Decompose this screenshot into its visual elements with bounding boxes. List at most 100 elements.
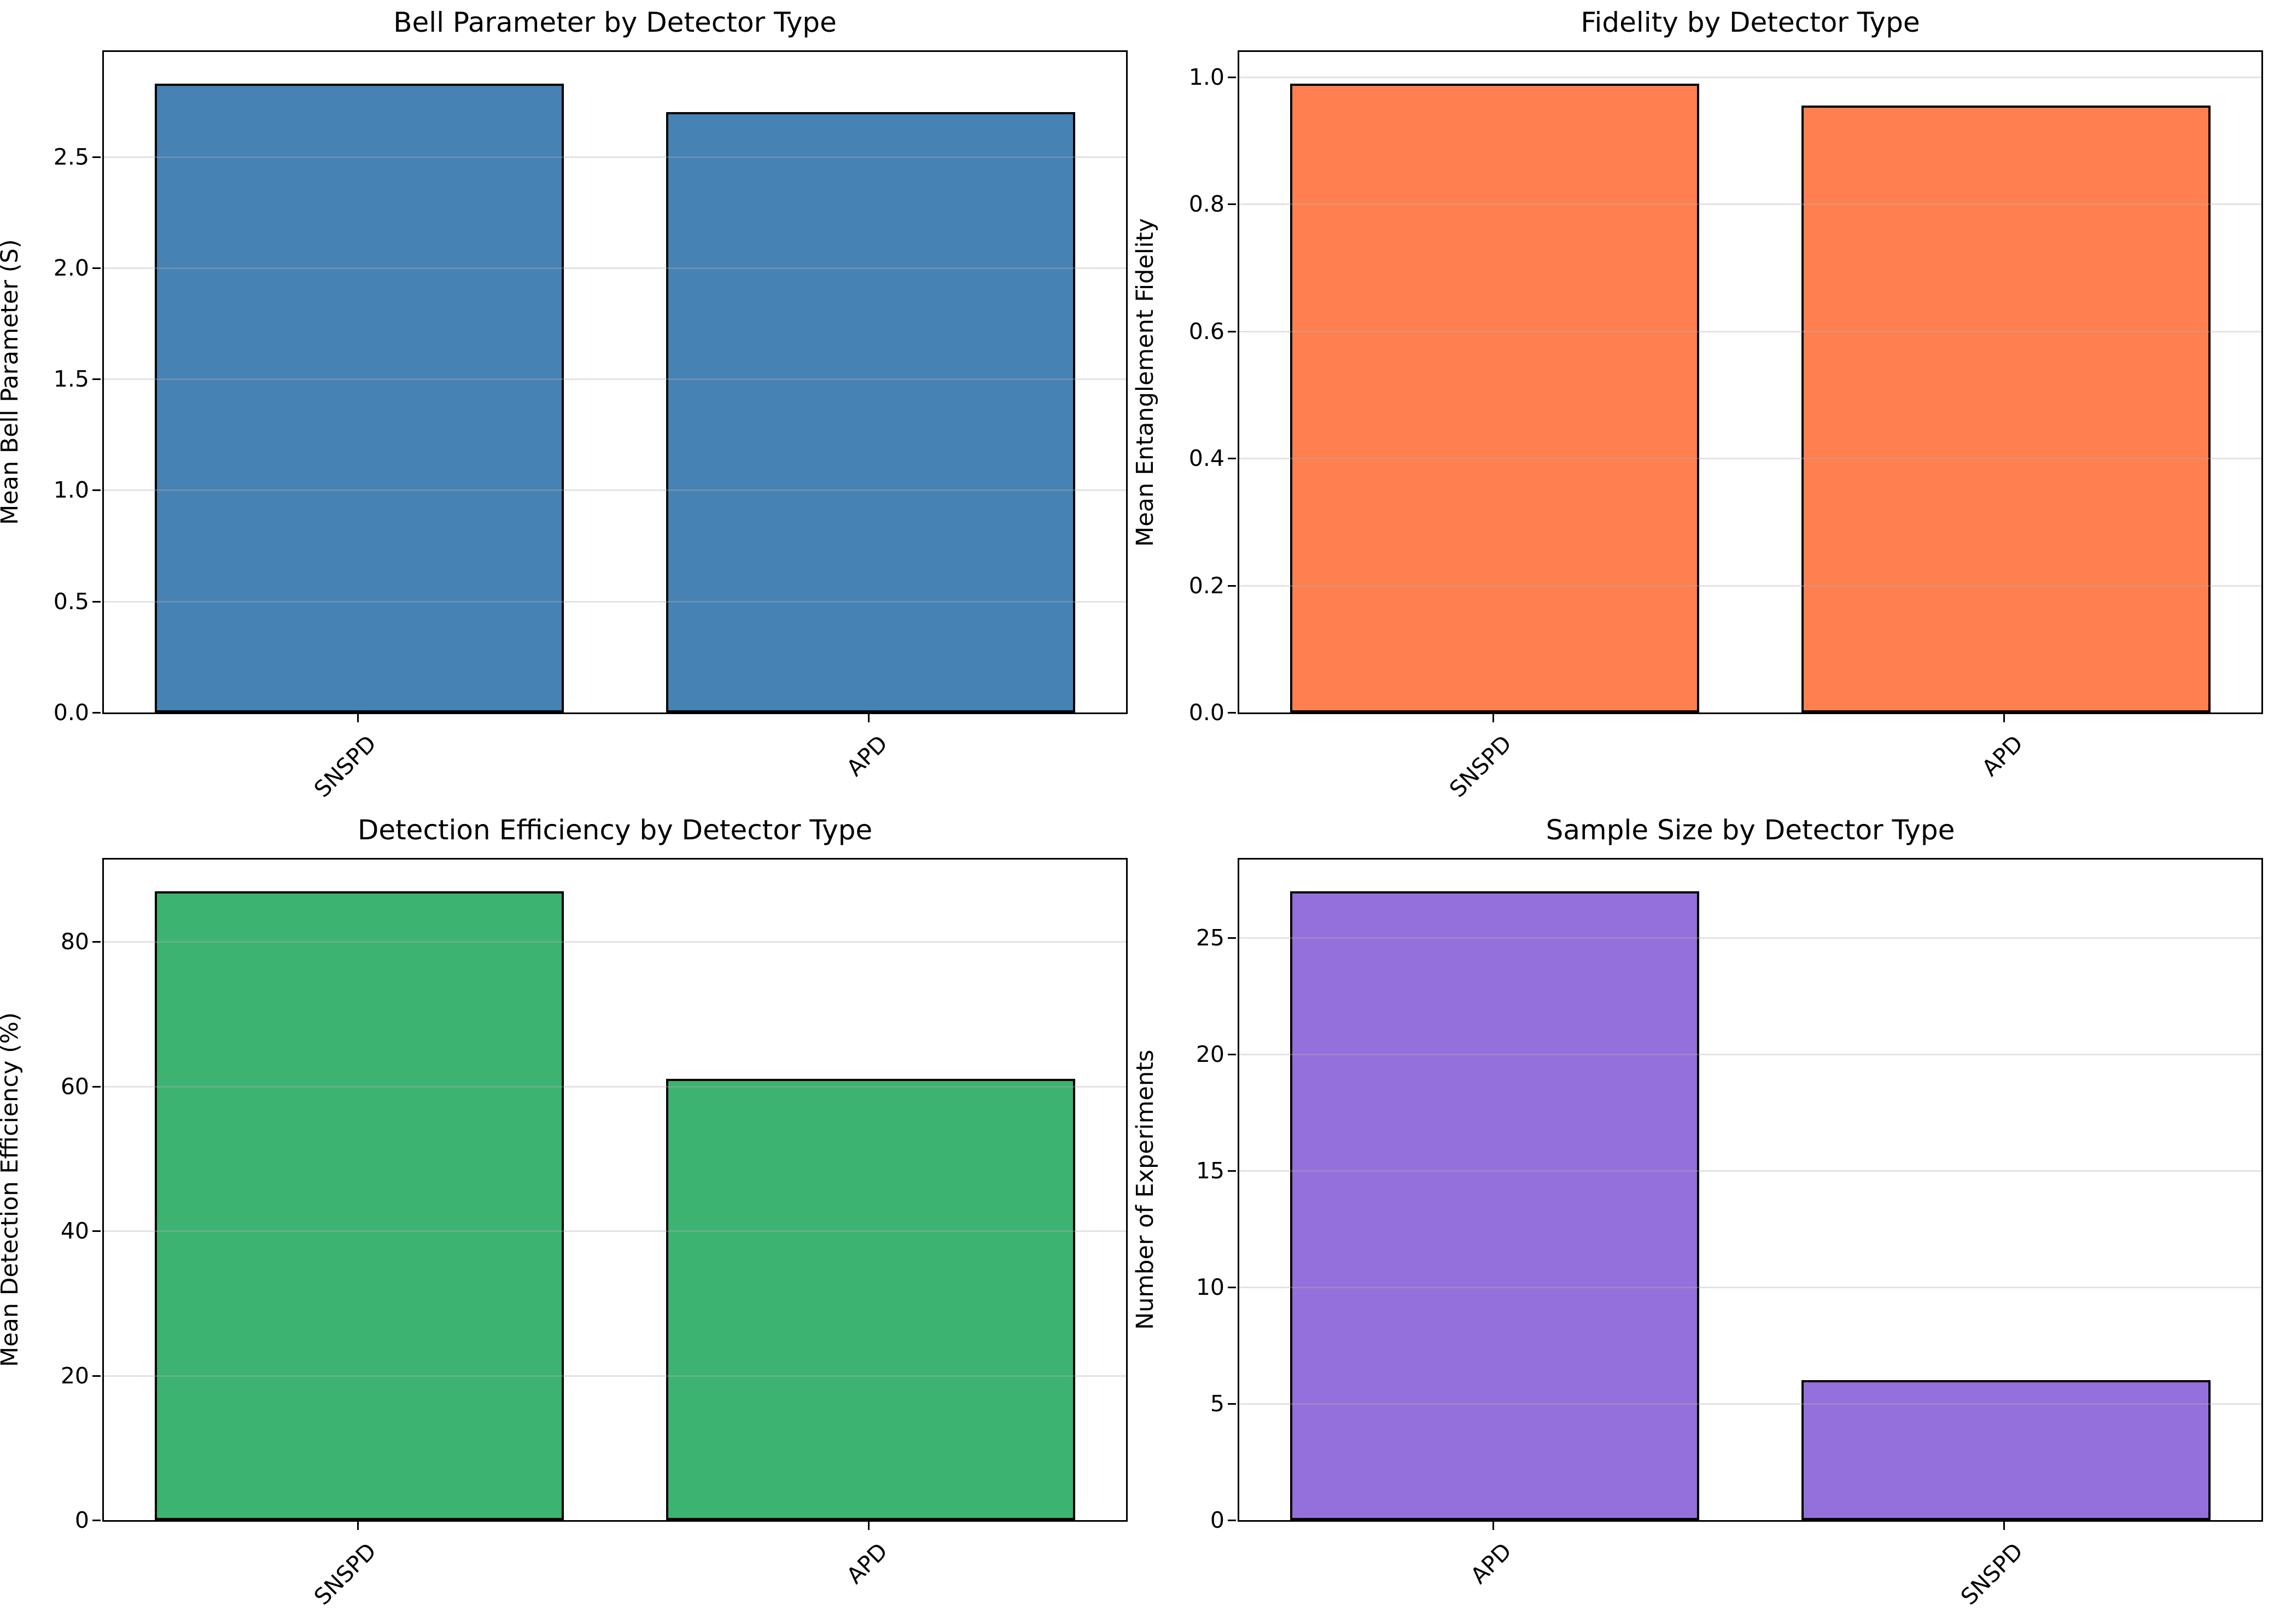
y-tick-label-15: 15 <box>1196 1158 1224 1184</box>
gridline-y-5 <box>1239 1403 2261 1405</box>
bar-apd <box>666 112 1075 712</box>
y-tick-mark <box>1228 458 1236 459</box>
y-tick-mark <box>1228 585 1236 587</box>
y-tick-mark <box>1228 1403 1236 1405</box>
gridline-y-1.0 <box>104 489 1126 491</box>
y-tick-label-0.2: 0.2 <box>1188 573 1224 599</box>
y-tick-label-20: 20 <box>1196 1041 1224 1067</box>
gridline-y-0.8 <box>1239 203 2261 205</box>
y-tick-label-5: 5 <box>1210 1391 1224 1417</box>
y-tick-mark <box>1228 1287 1236 1288</box>
y-tick-label-80: 80 <box>60 928 89 955</box>
y-axis-label: Number of Experiments <box>1132 1049 1159 1330</box>
y-tick-label-0.8: 0.8 <box>1188 191 1224 217</box>
plot-area <box>1238 858 2263 1522</box>
x-tick-mark <box>357 714 359 722</box>
y-tick-mark <box>1228 937 1236 939</box>
y-tick-mark <box>1228 1170 1236 1172</box>
gridline-y-0.5 <box>104 601 1126 603</box>
chart-title: Sample Size by Detector Type <box>1546 814 1955 846</box>
gridline-y-10 <box>1239 1287 2261 1288</box>
x-tick-label-apd: APD <box>841 1538 893 1589</box>
x-tick-label-snspd: SNSPD <box>308 1538 382 1610</box>
x-tick-mark <box>2003 714 2005 722</box>
y-tick-mark <box>92 712 101 714</box>
gridline-y-60 <box>104 1086 1126 1088</box>
y-tick-mark <box>1228 203 1236 205</box>
y-tick-label-0.0: 0.0 <box>1188 699 1224 726</box>
chart-title: Fidelity by Detector Type <box>1581 7 1920 38</box>
bar-snspd <box>1801 1380 2211 1520</box>
y-tick-label-0: 0 <box>1210 1507 1224 1533</box>
gridline-y-0.4 <box>1239 458 2261 459</box>
y-tick-label-1.0: 1.0 <box>1188 64 1224 90</box>
y-tick-mark <box>92 489 101 491</box>
gridline-y-25 <box>1239 937 2261 939</box>
y-tick-mark <box>92 601 101 603</box>
gridline-y-1.5 <box>104 378 1126 380</box>
y-tick-label-20: 20 <box>60 1363 89 1389</box>
x-tick-mark <box>868 1522 870 1530</box>
y-tick-label-60: 60 <box>60 1073 89 1100</box>
x-tick-label-apd: APD <box>1465 1538 1517 1589</box>
bar-apd <box>666 1079 1075 1520</box>
subplot-bell-parameter-by-detector-type: Bell Parameter by Detector Type Mean Bell… <box>0 7 1128 803</box>
y-tick-mark <box>92 156 101 158</box>
x-tick-label-apd: APD <box>1976 730 2028 781</box>
x-tick-mark <box>1492 1522 1494 1530</box>
gridline-y-20 <box>104 1375 1126 1377</box>
gridline-y-40 <box>104 1230 1126 1232</box>
x-tick-mark <box>1492 714 1494 722</box>
y-tick-label-0.4: 0.4 <box>1188 445 1224 471</box>
gridline-y-80 <box>104 941 1126 943</box>
y-tick-label-0.0: 0.0 <box>53 699 89 726</box>
y-tick-mark <box>92 941 101 943</box>
gridline-y-15 <box>1239 1170 2261 1172</box>
y-tick-mark <box>92 378 101 380</box>
gridline-y-2.5 <box>104 156 1126 158</box>
y-tick-label-0: 0 <box>74 1507 89 1533</box>
y-tick-mark <box>1228 331 1236 332</box>
y-tick-label-0.5: 0.5 <box>53 588 89 615</box>
gridline-y-0.6 <box>1239 331 2261 332</box>
y-tick-mark <box>92 1375 101 1377</box>
x-tick-label-snspd: SNSPD <box>1444 730 1517 803</box>
plot-area <box>102 50 1128 714</box>
y-tick-mark <box>92 267 101 269</box>
bar-apd <box>1290 891 1699 1520</box>
y-tick-mark <box>92 1086 101 1088</box>
y-tick-label-0.6: 0.6 <box>1188 318 1224 344</box>
plot-area <box>102 858 1128 1522</box>
gridline-y-0.2 <box>1239 585 2261 587</box>
y-tick-label-25: 25 <box>1196 925 1224 951</box>
y-tick-label-2.5: 2.5 <box>53 144 89 170</box>
x-tick-mark <box>357 1522 359 1530</box>
x-tick-mark <box>868 714 870 722</box>
x-tick-label-snspd: SNSPD <box>1955 1538 2028 1610</box>
y-axis-label: Mean Entanglement Fidelity <box>1132 218 1159 547</box>
bar-snspd <box>155 891 564 1520</box>
y-tick-mark <box>1228 1520 1236 1521</box>
y-tick-mark <box>92 1520 101 1521</box>
y-tick-label-1.5: 1.5 <box>53 366 89 392</box>
x-tick-label-apd: APD <box>841 730 893 781</box>
bar-apd <box>1801 106 2211 712</box>
chart-title: Bell Parameter by Detector Type <box>393 7 837 38</box>
y-tick-mark <box>92 1230 101 1232</box>
x-tick-label-snspd: SNSPD <box>308 730 382 803</box>
y-tick-mark <box>1228 712 1236 714</box>
y-axis-label: Mean Detection Efficiency (%) <box>0 1012 24 1368</box>
subplot-sample-size-by-detector-type: Sample Size by Detector Type Number of Ex… <box>1132 814 2263 1610</box>
subplot-detection-efficiency-by-detector-type: Detection Efficiency by Detector Type Mea… <box>0 814 1128 1610</box>
bar-snspd <box>1290 84 1699 712</box>
y-tick-label-1.0: 1.0 <box>53 477 89 503</box>
y-tick-label-40: 40 <box>60 1218 89 1244</box>
y-tick-mark <box>1228 1054 1236 1055</box>
plot-area <box>1238 50 2263 714</box>
gridline-y-20 <box>1239 1054 2261 1055</box>
gridline-y-1.0 <box>1239 77 2261 78</box>
y-tick-mark <box>1228 77 1236 78</box>
y-tick-label-10: 10 <box>1196 1274 1224 1300</box>
chart-title: Detection Efficiency by Detector Type <box>357 814 873 846</box>
